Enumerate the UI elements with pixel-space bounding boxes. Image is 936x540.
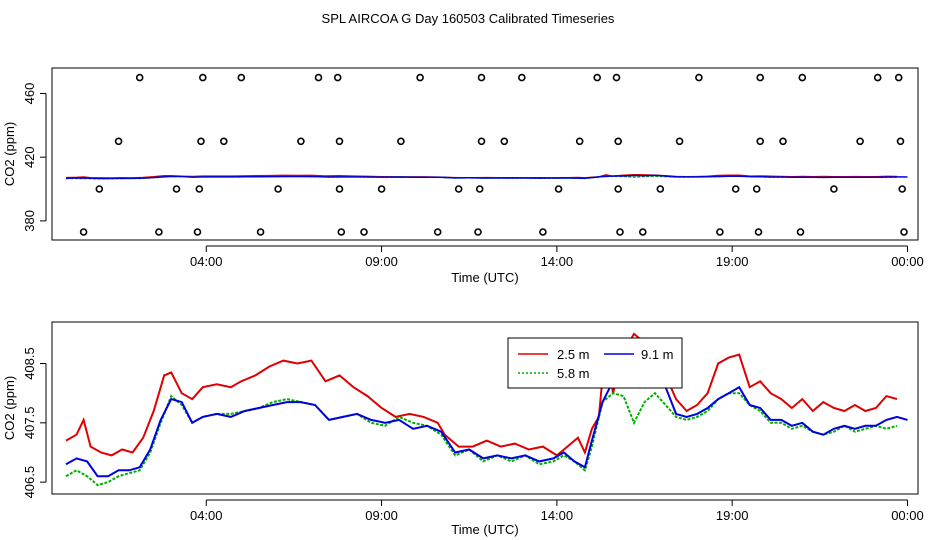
calibration-point (873, 73, 882, 82)
top-plot-frame (51, 67, 919, 241)
top-panel: 04:00 09:00 14:00 19:00 00:00 380 420 460 Time… (2, 67, 924, 285)
legend-label-5-8m: 5.8 m (557, 366, 590, 381)
calibration-point (856, 137, 864, 146)
bottom-x-tick-label: 00:00 (891, 508, 924, 523)
bottom-y-axis-label: CO2 (ppm) (2, 376, 17, 440)
calibration-point (256, 228, 265, 236)
calibration-point (360, 228, 368, 236)
bottom-x-axis-label: Time (UTC) (451, 522, 518, 537)
bottom-x-tick-label: 09:00 (365, 508, 398, 523)
calibration-point (433, 228, 442, 236)
bottom-x-tick-label: 19:00 (716, 508, 749, 523)
calibration-point (454, 185, 463, 193)
calibration-point (335, 185, 344, 193)
calibration-point (575, 137, 584, 146)
calibration-point (172, 185, 181, 193)
top-x-tick-label: 00:00 (891, 254, 924, 269)
top-series-line-9-1-m (65, 174, 908, 180)
calibration-point (377, 185, 386, 193)
calibration-point (756, 137, 765, 146)
calibration-point (477, 137, 486, 146)
calibration-point (79, 228, 88, 236)
calibration-point (593, 73, 602, 82)
legend-box (507, 337, 683, 389)
calibration-point (95, 185, 104, 193)
calibration-point (614, 185, 623, 193)
top-x-tick-label: 14:00 (541, 254, 574, 269)
calibration-point (612, 73, 621, 82)
top-y-tick-label: 460 (22, 83, 37, 105)
legend: 2.5 m 5.8 m 9.1 m (507, 337, 683, 389)
calibration-point (898, 185, 907, 193)
calibration-point (197, 137, 205, 146)
legend-label-9-1m: 9.1 m (641, 347, 674, 362)
calibration-point (335, 137, 344, 146)
calibration-point (195, 185, 204, 193)
bottom-plot-frame (51, 321, 919, 495)
calibration-point (297, 137, 305, 146)
calibration-point (114, 137, 123, 146)
calibration-point (475, 185, 484, 193)
calibration-point (616, 228, 624, 236)
calibration-point (314, 73, 323, 82)
calibration-point (135, 73, 144, 82)
calibration-point (656, 185, 665, 193)
top-y-tick-label: 420 (22, 146, 37, 168)
calibration-point (474, 228, 482, 236)
calibration-point (756, 73, 765, 82)
calibration-point (397, 137, 405, 146)
calibration-point (731, 185, 740, 193)
calibration-point (675, 137, 684, 146)
top-x-tick-label: 09:00 (365, 254, 398, 269)
legend-label-2-5m: 2.5 m (557, 347, 590, 362)
bottom-y-tick-label: 407.5 (22, 407, 37, 440)
calibration-point (274, 185, 282, 193)
figure-title: SPL AIRCOA G Day 160503 Calibrated Times… (322, 11, 615, 26)
calibration-point (638, 228, 647, 236)
calibration-point (517, 73, 526, 82)
calibration-point (333, 73, 342, 82)
calibration-point (752, 185, 761, 193)
calibration-point (798, 73, 807, 82)
calibration-point (337, 228, 346, 236)
bottom-x-tick-label: 04:00 (190, 508, 223, 523)
calibration-point (416, 73, 424, 82)
calibration-point (754, 228, 763, 236)
top-y-axis-label: CO2 (ppm) (2, 122, 17, 186)
bottom-x-tick-label: 14:00 (541, 508, 574, 523)
calibration-point (477, 73, 486, 82)
calibration-point (500, 137, 509, 146)
bottom-panel: 04:00 09:00 14:00 19:00 00:00 406.5 407.5 408.… (2, 321, 924, 537)
calibration-point (779, 137, 787, 146)
calibration-point (894, 73, 903, 82)
calibration-point (900, 228, 908, 236)
calibration-point (199, 73, 207, 82)
calibration-point (237, 73, 246, 82)
calibration-point (155, 228, 163, 236)
calibration-point (539, 228, 547, 236)
series-line-5-8-m (65, 391, 898, 487)
calibration-point (830, 185, 838, 193)
calibration-point (796, 228, 805, 236)
calibration-point (716, 228, 724, 236)
calibration-point (554, 185, 563, 193)
calibration-point (695, 73, 703, 82)
calibration-point (896, 137, 905, 146)
top-x-tick-label: 19:00 (716, 254, 749, 269)
top-x-axis-label: Time (UTC) (451, 270, 518, 285)
bottom-y-tick-label: 406.5 (22, 466, 37, 499)
top-y-tick-label: 380 (22, 210, 37, 232)
bottom-y-tick-label: 408.5 (22, 347, 37, 380)
series-line-9-1-m (65, 355, 908, 478)
series-line-2-5-m (65, 332, 898, 457)
calibration-point (193, 228, 202, 236)
calibration-point (614, 137, 623, 146)
calibration-point (220, 137, 228, 146)
top-x-tick-label: 04:00 (190, 254, 223, 269)
